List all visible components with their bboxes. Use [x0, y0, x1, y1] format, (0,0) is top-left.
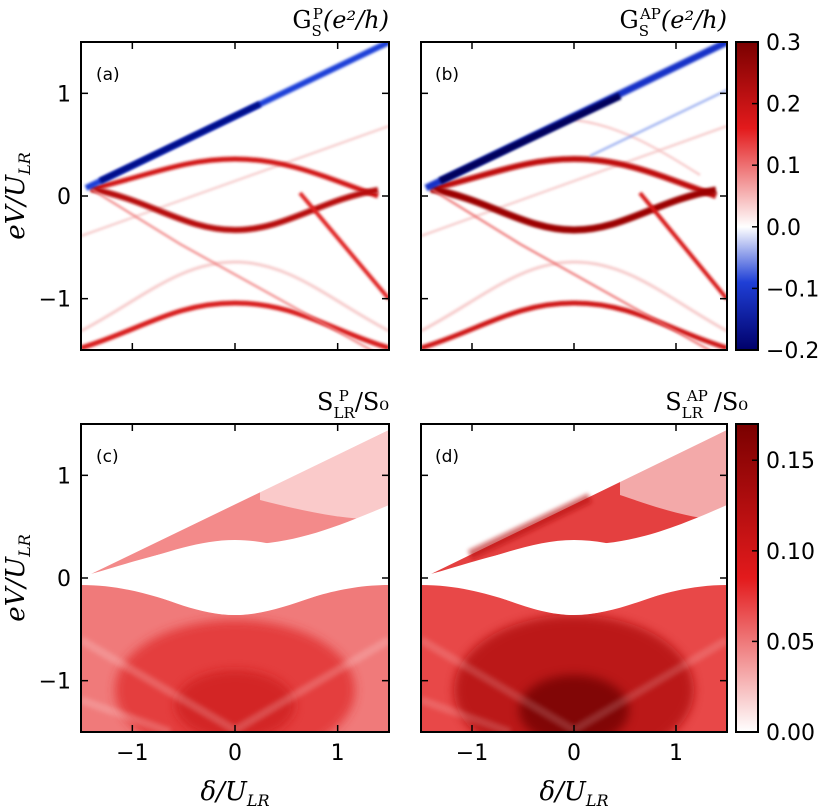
colorbar-top-gradient: [736, 42, 758, 350]
colorbar-bottom: 0.00 0.05 0.10 0.15: [735, 423, 815, 746]
colorbar-top-frame: [735, 41, 759, 351]
crossing-line-right: [298, 191, 389, 301]
faint-lower-line: [421, 125, 727, 237]
x-tick-label-d: −1: [456, 741, 488, 766]
lower-bands: [421, 636, 727, 732]
y-tick-label-a: 1: [57, 82, 71, 107]
lens-upper-edge: [430, 155, 718, 199]
lower-arc: [81, 300, 389, 350]
faint-arc: [421, 260, 727, 333]
crossing-line-right: [638, 191, 727, 301]
y-tick-label-a: −1: [39, 288, 71, 313]
lens-lower-edge: [90, 186, 379, 234]
upper-wedge-dark: [467, 493, 593, 560]
panel-d-heatmap: [421, 430, 727, 732]
colorbar-tick-label: 0.15: [766, 449, 815, 474]
panel-a-label: (a): [96, 65, 120, 85]
colorbar-tick-label: 0.1: [766, 154, 801, 179]
colorbar-top: −0.2 −0.1 0.0 0.1 0.2 0.3: [735, 31, 819, 364]
x-axis-label-right: δ/ULR: [540, 777, 609, 810]
panel-b: (b) GSAP(e²/h): [420, 5, 728, 351]
upper-wedge-fade: [260, 430, 389, 520]
faint-arc: [81, 260, 389, 333]
colorbar-tick-label: 0.05: [766, 630, 815, 655]
lens-upper-edge: [90, 156, 379, 199]
panel-c-title: SLRP/S₀: [317, 387, 389, 422]
x-tick-label-c: −1: [116, 741, 148, 766]
colorbar-tick-label: 0.00: [766, 721, 815, 746]
blue-diagonal-core: [98, 101, 262, 184]
crossing-line-left: [430, 188, 712, 350]
colorbar-tick-label: −0.2: [766, 339, 819, 364]
axes-ticks: −1 0 1 −1 0 1 −1 0 1 −1 0 1: [39, 42, 727, 766]
y-tick-label-c: 1: [57, 464, 71, 489]
panel-a-heatmap: [81, 42, 389, 350]
blue-diagonal-core: [438, 92, 622, 185]
white-lens: [431, 540, 717, 615]
colorbar-tick-label: −0.1: [766, 277, 819, 302]
white-lens: [91, 540, 379, 615]
panel-a-title: GSP(e²/h): [292, 5, 389, 40]
colorbar-tick-label: 0.2: [766, 93, 801, 118]
y-axis-label-bottom: eV/ULR: [1, 534, 34, 622]
panel-b-heatmap: [421, 42, 727, 350]
y-tick-label-a: 0: [57, 185, 71, 210]
lower-bands: [81, 636, 389, 732]
panel-c-heatmap: [81, 430, 389, 732]
x-axis-label-left: δ/ULR: [201, 777, 270, 810]
y-axis-label-top: eV/ULR: [1, 152, 34, 240]
lower-dark-core: [454, 615, 694, 732]
y-tick-label-c: 0: [57, 567, 71, 592]
upper-wedge-fade: [620, 430, 727, 520]
colorbar-tick-label: 0.10: [766, 540, 815, 565]
panel-b-title: GSAP(e²/h): [620, 5, 727, 40]
colorbar-top-ticks: −0.2 −0.1 0.0 0.1 0.2 0.3: [752, 31, 819, 364]
panel-d-label: (d): [435, 447, 459, 467]
panel-c: (c) SLRP/S₀: [80, 387, 390, 733]
y-tick-label-c: −1: [39, 670, 71, 695]
colorbar-tick-label: 0.0: [766, 216, 801, 241]
faint-lower-line: [81, 125, 389, 237]
x-tick-label-c: 1: [331, 741, 345, 766]
crossing-line-left: [90, 188, 374, 350]
colorbar-bottom-gradient: [736, 424, 758, 732]
blue-secondary-line: [589, 89, 727, 157]
x-tick-label-c: 0: [228, 741, 242, 766]
lens-lower-edge: [430, 185, 717, 234]
panel-d-title: SLRAP/S₀: [665, 387, 748, 422]
faint-upper-red-arc: [573, 119, 701, 176]
panel-a-background: [81, 42, 389, 350]
colorbar-bottom-frame: [735, 423, 759, 733]
panel-c-label: (c): [96, 447, 119, 467]
x-tick-label-d: 0: [567, 741, 581, 766]
panel-b-label: (b): [435, 65, 459, 85]
x-tick-label-d: 1: [669, 741, 683, 766]
lower-arc: [421, 300, 727, 350]
panel-d: (d) SLRAP/S₀: [420, 387, 748, 733]
colorbar-bottom-ticks: 0.00 0.05 0.10 0.15: [752, 449, 815, 746]
colorbar-tick-label: 0.3: [766, 31, 801, 56]
panel-a: (a) GSP(e²/h): [80, 5, 390, 351]
